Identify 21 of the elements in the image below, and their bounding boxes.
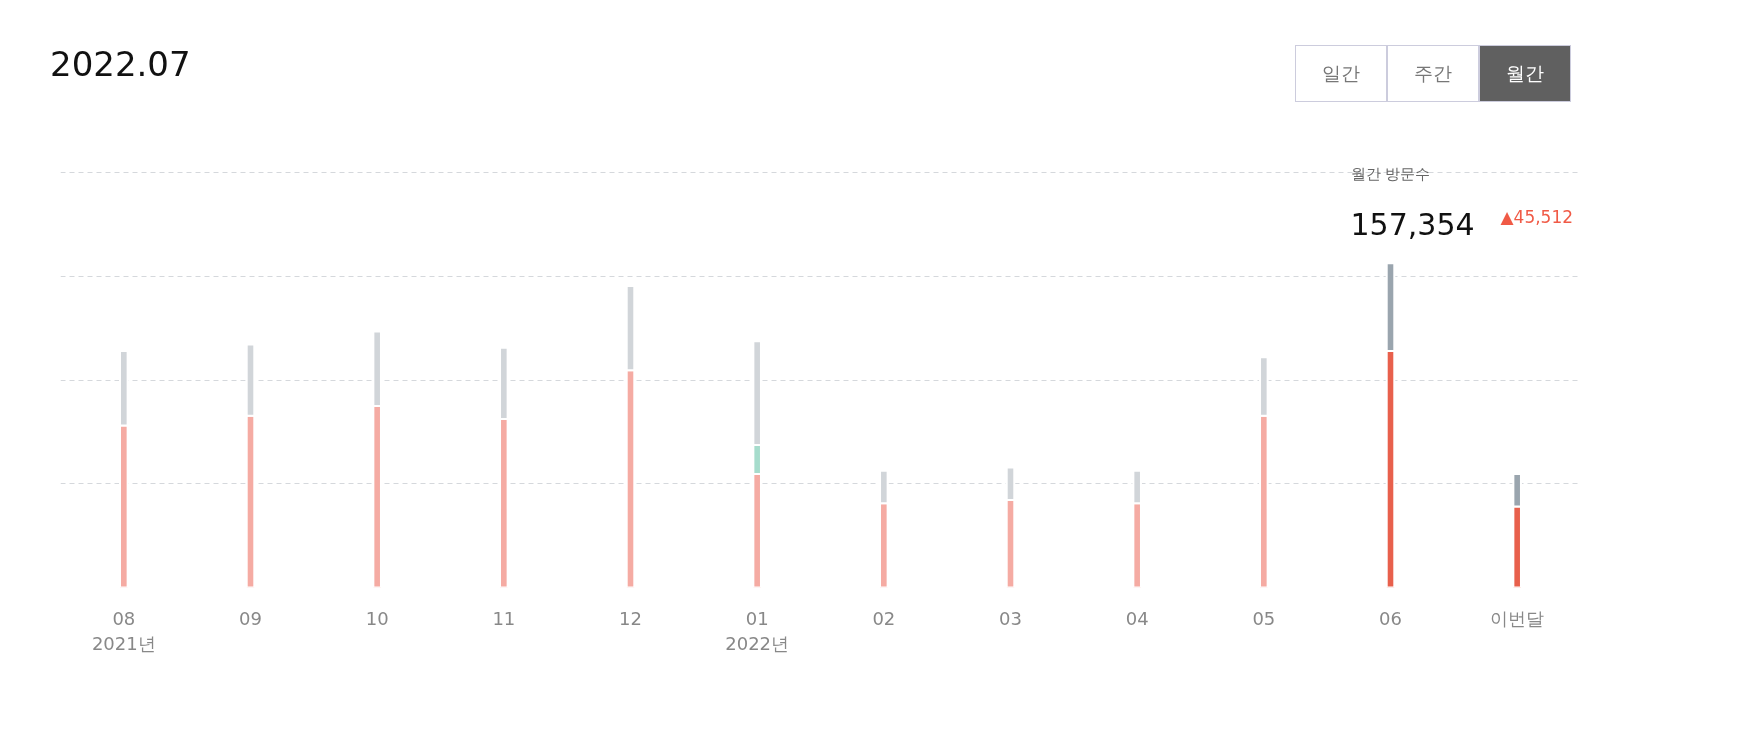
x-tick-label: 03 xyxy=(999,607,1022,629)
text: 2022년 xyxy=(725,632,790,654)
x-tick-label: 04 xyxy=(1125,607,1149,629)
x-tick-label: 11 xyxy=(492,607,516,629)
chart-title: 2022.07 xyxy=(50,43,191,86)
x-tick-label: 05 xyxy=(1252,607,1276,629)
x-tick-label: 12 xyxy=(619,607,642,629)
text: 2021년 xyxy=(91,632,156,654)
x-tick-label: 08 xyxy=(112,607,136,629)
text: 일간 xyxy=(1295,45,1387,103)
text: 월간 방문수 xyxy=(1350,165,1431,184)
text: 주간 xyxy=(1387,45,1479,103)
text: ▲45,512 xyxy=(1500,207,1574,228)
text: 월간 xyxy=(1479,45,1571,103)
x-tick-label: 이번달 xyxy=(1490,607,1545,629)
x-tick-label: 01 xyxy=(745,607,769,629)
text: 157,354 xyxy=(1350,207,1475,243)
x-tick-label: 10 xyxy=(365,607,389,629)
x-tick-label: 06 xyxy=(1379,607,1402,629)
x-tick-label: 02 xyxy=(872,607,896,629)
x-tick-label: 09 xyxy=(239,607,262,629)
